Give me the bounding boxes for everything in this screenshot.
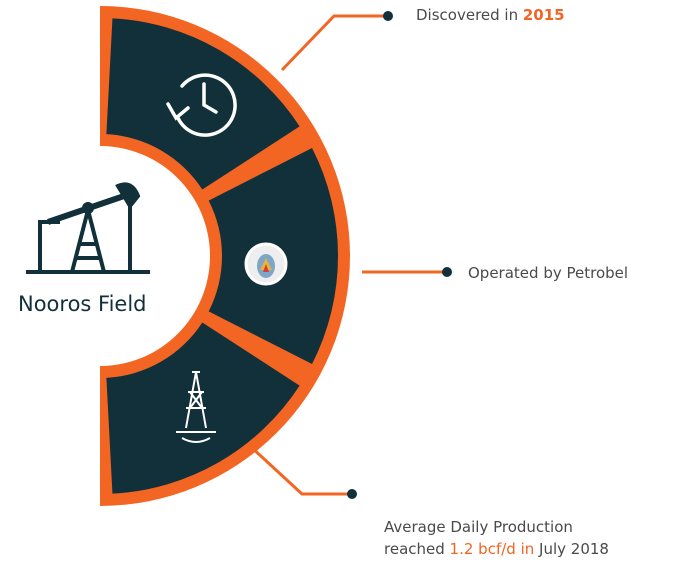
dots bbox=[347, 11, 452, 499]
text: Average Daily Production bbox=[384, 518, 573, 536]
highlight: 2015 bbox=[522, 6, 565, 24]
label: Operated by Petrobel bbox=[468, 262, 628, 284]
emblem-icon bbox=[244, 242, 288, 286]
text: Discovered in bbox=[416, 6, 519, 24]
label: Discovered in 2015 bbox=[416, 4, 565, 26]
pumpjack-icon bbox=[26, 182, 150, 274]
label: Average Daily Production reached 1.2 bcf… bbox=[384, 516, 609, 560]
dot bbox=[442, 267, 452, 277]
highlight: 1.2 bcf/d in bbox=[449, 540, 535, 558]
rig-icon bbox=[176, 371, 216, 443]
connectors bbox=[248, 14, 447, 496]
text: Operated by Petrobel bbox=[468, 264, 629, 282]
text: reached bbox=[384, 540, 445, 558]
connector bbox=[248, 444, 352, 496]
connector bbox=[280, 14, 388, 72]
dot bbox=[347, 489, 357, 499]
dot bbox=[383, 11, 393, 21]
clock-icon bbox=[166, 73, 237, 137]
line: reached 1.2 bcf/d in July 2018 bbox=[384, 538, 609, 560]
text: July 2018 bbox=[539, 540, 609, 558]
title: Nooros Field bbox=[18, 292, 147, 316]
line: Average Daily Production bbox=[384, 516, 609, 538]
